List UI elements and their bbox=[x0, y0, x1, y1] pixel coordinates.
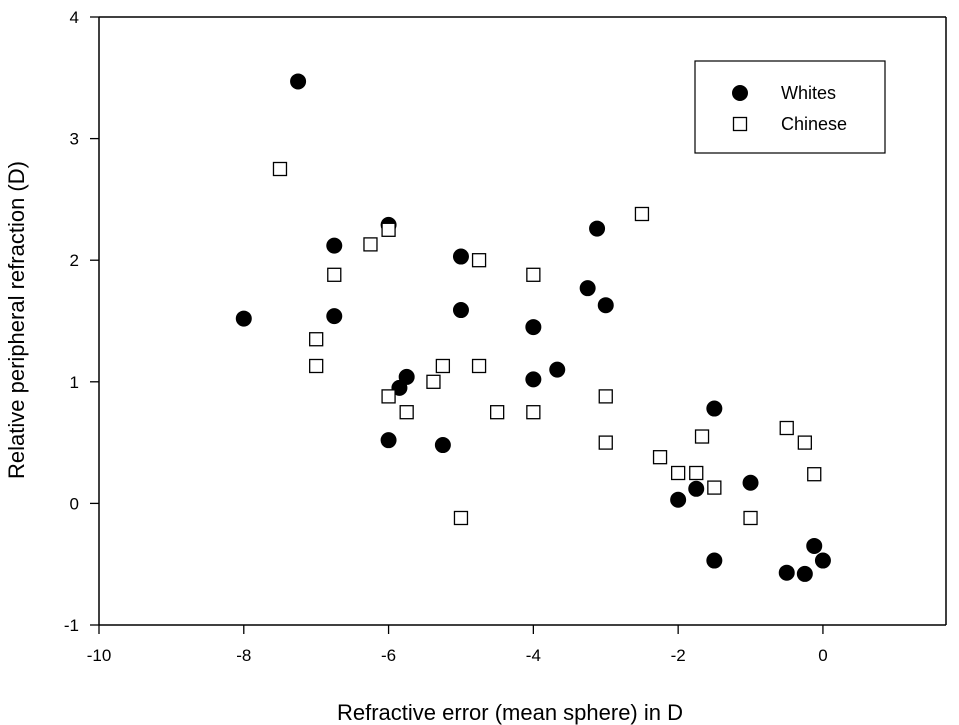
data-point bbox=[310, 333, 323, 346]
data-point bbox=[690, 467, 703, 480]
y-axis: -1 0 1 2 3 4 bbox=[64, 8, 99, 635]
data-point bbox=[382, 223, 395, 236]
data-point bbox=[453, 303, 468, 318]
data-point bbox=[491, 406, 504, 419]
data-point bbox=[689, 481, 704, 496]
x-tick-label: -10 bbox=[87, 646, 112, 665]
data-point bbox=[364, 238, 377, 251]
x-axis: -10 -8 -6 -4 -2 0 bbox=[87, 625, 828, 665]
data-point bbox=[808, 468, 821, 481]
data-point bbox=[399, 369, 414, 384]
data-point bbox=[527, 406, 540, 419]
data-point bbox=[598, 298, 613, 313]
data-point bbox=[590, 221, 605, 236]
data-point bbox=[743, 475, 758, 490]
data-point bbox=[400, 406, 413, 419]
data-point bbox=[473, 359, 486, 372]
x-tick-label: -2 bbox=[671, 646, 686, 665]
legend-marker-whites bbox=[733, 86, 748, 101]
legend-box bbox=[695, 61, 885, 153]
data-point bbox=[797, 566, 812, 581]
y-tick-label: -1 bbox=[64, 616, 79, 635]
data-point bbox=[707, 553, 722, 568]
data-point bbox=[310, 359, 323, 372]
data-point bbox=[382, 390, 395, 403]
data-point bbox=[815, 553, 830, 568]
data-point bbox=[273, 163, 286, 176]
data-point bbox=[526, 320, 541, 335]
data-point bbox=[526, 372, 541, 387]
data-point bbox=[654, 451, 667, 464]
data-point bbox=[328, 268, 341, 281]
x-tick-label: 0 bbox=[818, 646, 827, 665]
x-tick-label: -6 bbox=[381, 646, 396, 665]
data-point bbox=[381, 433, 396, 448]
data-point bbox=[527, 268, 540, 281]
x-tick-label: -4 bbox=[526, 646, 541, 665]
legend-marker-chinese bbox=[734, 118, 747, 131]
data-point bbox=[236, 311, 251, 326]
data-point bbox=[798, 436, 811, 449]
data-point bbox=[599, 436, 612, 449]
data-point bbox=[707, 401, 722, 416]
legend-label-whites: Whites bbox=[781, 83, 836, 103]
legend: Whites Chinese bbox=[695, 61, 885, 153]
data-point bbox=[580, 281, 595, 296]
data-point bbox=[807, 538, 822, 553]
data-point bbox=[453, 249, 468, 264]
y-axis-title: Relative peripheral refraction (D) bbox=[4, 161, 29, 479]
data-point bbox=[671, 492, 686, 507]
y-tick-label: 4 bbox=[70, 8, 79, 27]
x-tick-label: -8 bbox=[236, 646, 251, 665]
data-point bbox=[779, 565, 794, 580]
data-point bbox=[435, 438, 450, 453]
data-point bbox=[427, 375, 440, 388]
data-point bbox=[550, 362, 565, 377]
series-chinese bbox=[273, 163, 820, 525]
data-point bbox=[672, 467, 685, 480]
data-point bbox=[635, 207, 648, 220]
data-point bbox=[291, 74, 306, 89]
data-point bbox=[436, 359, 449, 372]
y-tick-label: 1 bbox=[70, 373, 79, 392]
x-axis-title: Refractive error (mean sphere) in D bbox=[337, 700, 683, 725]
data-point bbox=[708, 481, 721, 494]
data-point bbox=[473, 254, 486, 267]
legend-label-chinese: Chinese bbox=[781, 114, 847, 134]
data-point bbox=[696, 430, 709, 443]
y-tick-label: 0 bbox=[70, 494, 79, 513]
data-point bbox=[744, 511, 757, 524]
data-point bbox=[780, 422, 793, 435]
data-point bbox=[327, 309, 342, 324]
y-tick-label: 3 bbox=[70, 130, 79, 149]
y-tick-label: 2 bbox=[70, 251, 79, 270]
data-point bbox=[454, 511, 467, 524]
data-point bbox=[599, 390, 612, 403]
data-point bbox=[327, 238, 342, 253]
